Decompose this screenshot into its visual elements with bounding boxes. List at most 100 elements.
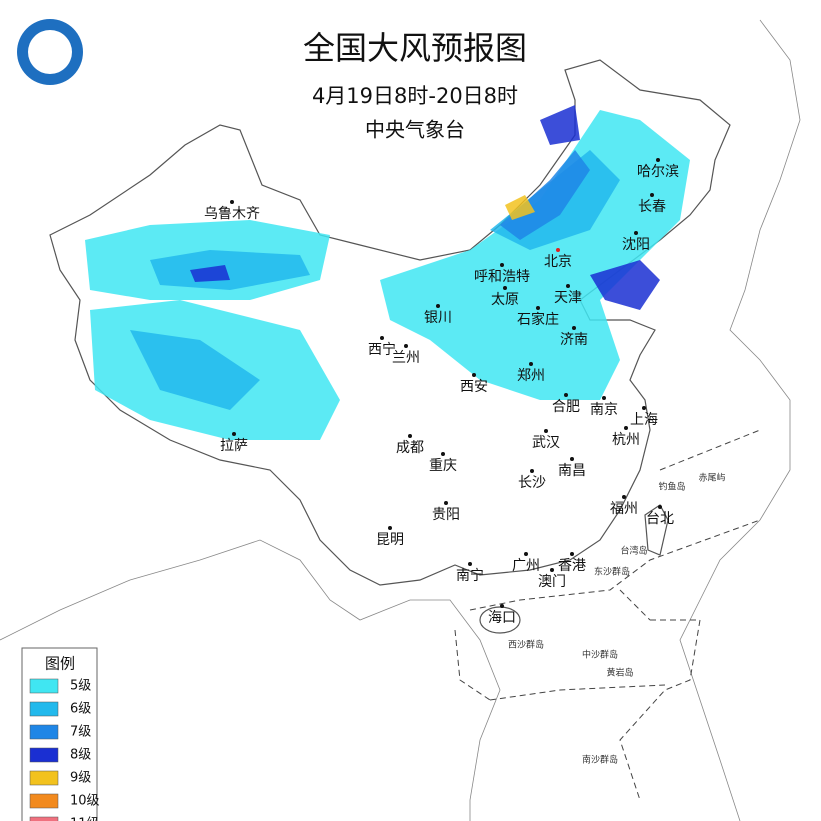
legend-swatch — [29, 793, 59, 809]
city-label: 北京 — [544, 254, 572, 270]
city-dot — [472, 373, 476, 377]
city-label: 长沙 — [518, 475, 546, 491]
city-label: 太原 — [491, 292, 519, 308]
island-label: 台湾岛 — [620, 545, 647, 557]
island-label: 南沙群岛 — [582, 754, 618, 766]
coast-southwest — [0, 539, 501, 821]
legend: 图例 5级 6级 7级 8级 9级 10级 11级 — [21, 647, 100, 821]
wind-area — [190, 105, 660, 310]
city-dot — [500, 604, 504, 608]
city-dot — [622, 495, 626, 499]
legend-label: 6级 — [70, 702, 91, 717]
island-label: 赤尾屿 — [698, 473, 725, 484]
city-dot — [658, 505, 662, 509]
city-label: 天津 — [554, 290, 582, 306]
city-dot — [529, 362, 533, 366]
wind-area — [150, 250, 310, 290]
city-label: 广州 — [512, 558, 540, 574]
city-dot — [650, 193, 654, 197]
city-dot — [468, 562, 472, 566]
city-dot — [530, 469, 534, 473]
city-dot — [436, 304, 440, 308]
city-dot — [444, 501, 448, 505]
issuer: 中央气象台 — [365, 118, 465, 142]
island-label: 西沙群岛 — [508, 639, 544, 651]
city-dot — [570, 457, 574, 461]
city-dot — [566, 284, 570, 288]
city-label: 台北 — [646, 511, 674, 527]
city-dot — [564, 393, 568, 397]
city-label: 昆明 — [376, 532, 404, 548]
city-dot — [550, 568, 554, 572]
city-label: 海口 — [488, 610, 516, 626]
city-label: 成都 — [396, 440, 424, 456]
city-label: 长春 — [638, 199, 666, 215]
legend-label: 11级 — [70, 817, 100, 821]
city-label: 郑州 — [517, 368, 545, 384]
legend-label: 10级 — [70, 794, 100, 809]
island-label: 钓鱼岛 — [658, 481, 685, 493]
city-label: 呼和浩特 — [474, 269, 530, 285]
legend-swatch — [29, 724, 59, 740]
city-dot — [388, 526, 392, 530]
wind-area — [130, 330, 260, 410]
city-dot — [634, 231, 638, 235]
city-label: 西宁 — [368, 341, 396, 358]
city-dot — [570, 552, 574, 556]
hainan-outline — [479, 606, 521, 634]
city-label: 香港 — [558, 558, 586, 574]
city-label: 兰州 — [392, 350, 420, 366]
city-label: 西安 — [460, 379, 488, 395]
legend-swatch — [29, 747, 59, 763]
city-label: 哈尔滨 — [637, 164, 679, 180]
island-label: 中沙群岛 — [582, 649, 618, 661]
city-dot — [572, 326, 576, 330]
island-label: 东沙群岛 — [594, 566, 630, 578]
city-label: 贵阳 — [432, 507, 460, 523]
city-dot — [404, 344, 408, 348]
city-label: 南京 — [590, 402, 618, 418]
coast-east — [679, 19, 801, 821]
city-dot — [441, 452, 445, 456]
wind-area — [500, 150, 590, 240]
city-label: 石家庄 — [517, 311, 559, 328]
legend-items: 5级 6级 7级 8级 9级 10级 11级 — [29, 678, 100, 821]
island-label: 黄岩岛 — [606, 667, 633, 679]
city-label: 上海 — [630, 412, 658, 428]
city-dot — [503, 286, 507, 290]
city-label: 重庆 — [429, 458, 457, 474]
date: 4月19日8时-20日8时 — [312, 84, 518, 108]
city-dot — [656, 158, 660, 162]
legend-label: 9级 — [70, 771, 91, 786]
city-label: 南昌 — [558, 463, 586, 479]
city-label: 合肥 — [552, 399, 580, 415]
city-label: 银川 — [424, 310, 452, 326]
legend-swatch — [29, 770, 59, 786]
city-dot — [380, 336, 384, 340]
maritime-lines — [454, 429, 761, 801]
city-dot — [624, 426, 628, 430]
legend-label: 8级 — [70, 748, 91, 763]
city-dot — [556, 248, 560, 252]
wind-areas — [85, 105, 690, 440]
logo-inner — [28, 30, 72, 74]
legend-swatch — [29, 678, 59, 694]
city-dot — [544, 429, 548, 433]
title: 全国大风预报图 — [303, 29, 527, 67]
city-label: 杭州 — [612, 432, 640, 448]
city-dot — [230, 200, 234, 204]
city-label: 拉萨 — [220, 438, 248, 454]
legend-title: 图例 — [45, 655, 75, 673]
city-label: 澳门 — [538, 574, 566, 590]
city-label: 乌鲁木齐 — [204, 206, 260, 222]
city-dot — [524, 552, 528, 556]
city-dot — [408, 434, 412, 438]
city-label: 武汉 — [532, 435, 560, 451]
legend-label: 5级 — [70, 679, 91, 694]
wind-area — [505, 195, 535, 220]
city-label: 南宁 — [456, 567, 484, 584]
